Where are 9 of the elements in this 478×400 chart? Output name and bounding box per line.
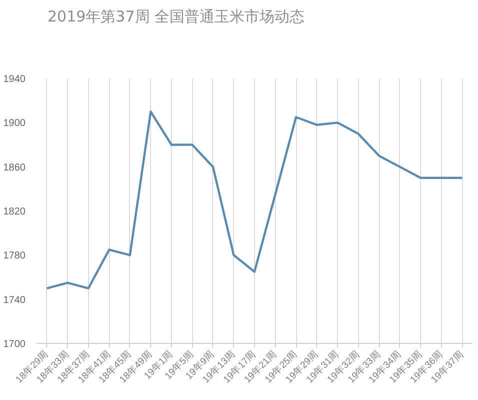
chart-title: 2019年第37周 全国普通玉米市场动态 bbox=[48, 8, 305, 26]
y-tick-label: 1860 bbox=[3, 162, 26, 174]
y-tick-label: 1740 bbox=[3, 294, 26, 306]
line-series bbox=[46, 110, 464, 290]
y-tick-label: 1940 bbox=[3, 74, 26, 85]
y-tick-label: 1820 bbox=[3, 206, 26, 218]
y-tick-label: 1900 bbox=[3, 118, 26, 130]
y-tick-label: 1700 bbox=[3, 339, 26, 350]
y-tick-label: 1780 bbox=[3, 250, 26, 262]
